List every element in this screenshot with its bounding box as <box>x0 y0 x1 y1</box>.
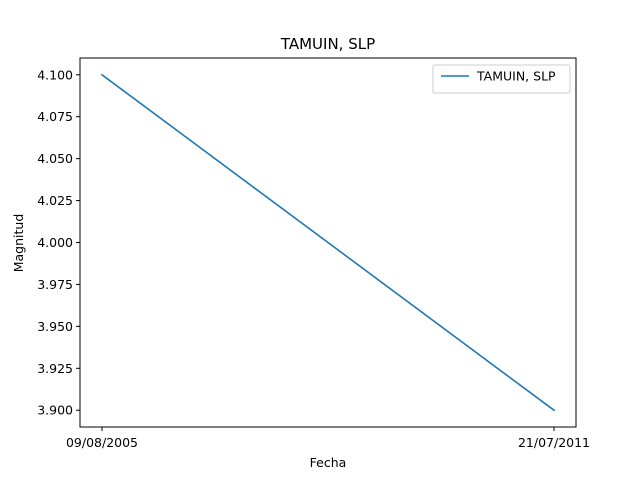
y-tick-label: 3.975 <box>37 277 73 292</box>
legend-label: TAMUIN, SLP <box>476 69 556 84</box>
x-tick-label: 09/08/2005 <box>66 435 138 450</box>
x-axis-ticks: 09/08/2005 21/07/2011 <box>66 427 590 450</box>
series-layer <box>100 73 556 412</box>
y-tick-label: 4.100 <box>37 67 73 82</box>
y-tick-label: 4.025 <box>37 193 73 208</box>
y-tick-label: 4.050 <box>37 151 73 166</box>
y-tick-label: 3.925 <box>37 361 73 376</box>
y-tick-label: 4.000 <box>37 235 73 250</box>
x-tick-label: 21/07/2011 <box>518 435 590 450</box>
y-tick-label: 4.075 <box>37 109 73 124</box>
y-axis-label: Magnitud <box>11 214 26 273</box>
series-line <box>100 73 556 412</box>
chart-title: TAMUIN, SLP <box>280 35 375 53</box>
y-axis-ticks: 3.900 3.925 3.950 3.975 4.000 4.025 4.050 4.075… <box>37 67 80 418</box>
y-tick-label: 3.950 <box>37 319 73 334</box>
legend-box <box>432 64 571 94</box>
legend: TAMUIN, SLP <box>432 64 571 94</box>
x-axis-label: Fecha <box>310 455 347 470</box>
y-tick-label: 3.900 <box>37 403 73 418</box>
